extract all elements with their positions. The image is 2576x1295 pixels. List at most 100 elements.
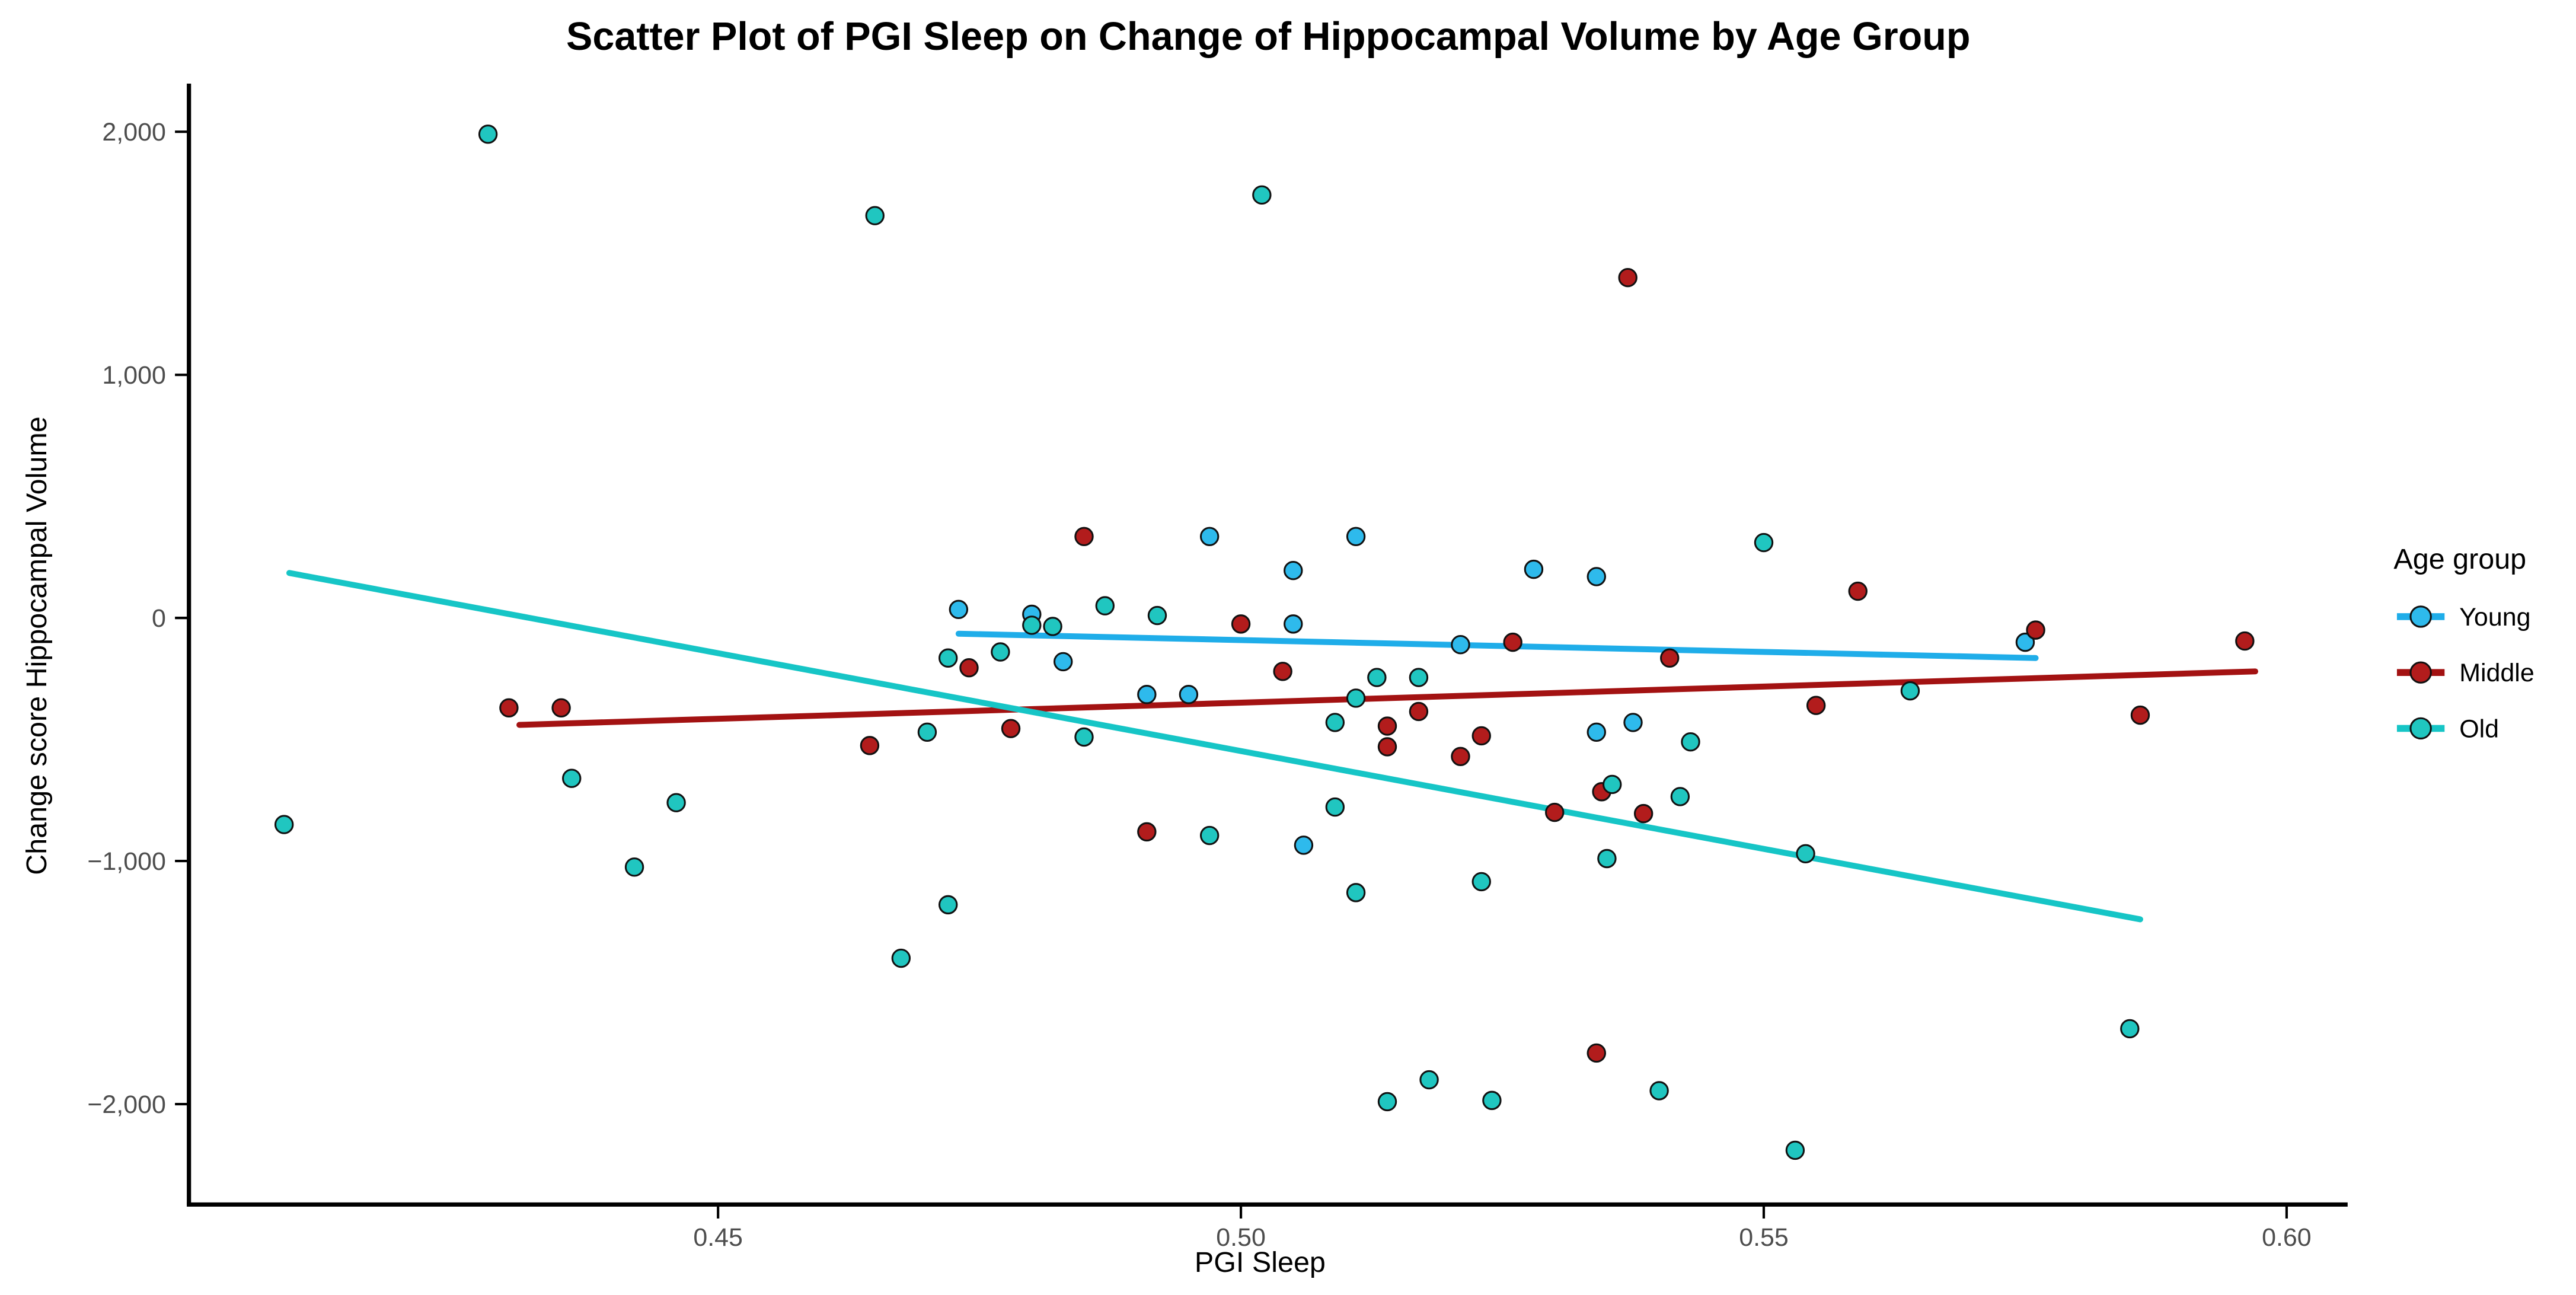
data-point-middle [1001, 719, 1021, 738]
data-point-old [1471, 872, 1491, 892]
x-axis-label: PGI Sleep [1195, 1246, 1326, 1278]
data-point-old [1367, 668, 1387, 687]
y-axis-label: Change score Hippocampal Volume [21, 416, 53, 875]
data-point-old [1022, 615, 1042, 635]
data-point-old [1419, 1070, 1439, 1090]
data-point-young [1179, 685, 1199, 704]
legend-item-label: Middle [2459, 659, 2534, 687]
x-tick-label: 0.60 [2262, 1223, 2312, 1252]
data-point-old [1409, 668, 1429, 687]
data-point-middle [1231, 614, 1251, 634]
data-point-middle [1545, 802, 1565, 822]
data-point-young [1587, 567, 1606, 586]
data-point-old [1377, 1092, 1397, 1112]
data-point-middle [1074, 527, 1094, 547]
data-point-old [1074, 727, 1094, 747]
data-point-middle [1806, 696, 1826, 715]
data-point-old [1785, 1140, 1805, 1160]
data-point-middle [1137, 822, 1157, 842]
legend-key-point-old [2409, 717, 2432, 740]
data-point-middle [1409, 701, 1429, 722]
data-point-old [1900, 681, 1920, 701]
data-point-middle [1273, 662, 1292, 681]
data-point-old [1597, 849, 1617, 869]
data-point-middle [2130, 705, 2150, 725]
data-point-middle [1587, 1043, 1606, 1063]
data-point-old [865, 206, 885, 225]
data-point-old [1325, 797, 1345, 817]
trend-line-middle [516, 668, 2258, 728]
data-point-old [1681, 732, 1700, 752]
data-point-old [1346, 688, 1366, 708]
x-tick-label: 0.50 [1216, 1223, 1266, 1252]
data-point-young [1346, 527, 1366, 547]
legend-item-middle: Middle [2396, 659, 2534, 687]
data-point-middle [499, 698, 519, 718]
data-point-young [1199, 527, 1220, 547]
data-point-young [1587, 722, 1606, 742]
data-point-middle [1451, 747, 1470, 767]
data-point-old [1754, 532, 1774, 553]
data-point-middle [1618, 267, 1637, 288]
legend-title: Age group [2393, 543, 2526, 575]
data-point-old [991, 642, 1010, 662]
trend-line-young [955, 630, 2039, 661]
data-point-young [1451, 635, 1470, 655]
data-point-middle [860, 736, 880, 755]
y-tick-label: 2,000 [102, 118, 165, 146]
data-point-old [666, 793, 686, 812]
data-point-old [1603, 774, 1622, 795]
trend-line-old [286, 570, 2143, 923]
data-point-old [1482, 1090, 1502, 1111]
data-point-old [1649, 1081, 1669, 1101]
data-point-old [1147, 605, 1167, 626]
data-point-young [1623, 713, 1643, 732]
data-point-middle [551, 698, 571, 718]
legend-item-label: Young [2459, 603, 2530, 631]
data-point-old [1346, 883, 1366, 902]
legend-item-label: Old [2459, 715, 2499, 743]
data-point-middle [1377, 737, 1397, 757]
data-point-young [1284, 560, 1303, 580]
data-point-middle [1848, 581, 1868, 601]
data-point-young [1054, 652, 1073, 672]
legend-key-point-middle [2409, 661, 2432, 684]
chart-title: Scatter Plot of PGI Sleep on Change of H… [566, 15, 1970, 59]
data-point-middle [2026, 620, 2045, 640]
data-point-middle [2235, 631, 2255, 651]
data-point-young [1294, 835, 1314, 855]
data-point-young [1284, 614, 1303, 634]
data-point-middle [959, 658, 979, 678]
legend: Age group Young Middle Old [2393, 543, 2534, 743]
data-point-middle [1503, 632, 1522, 652]
data-point-old [938, 895, 958, 915]
x-tick-label: 0.45 [693, 1223, 743, 1252]
data-point-old [1325, 713, 1345, 732]
data-point-young [2015, 632, 2035, 652]
y-tick-label: 1,000 [102, 361, 165, 390]
data-point-middle [1660, 648, 1680, 668]
data-point-young [949, 599, 969, 619]
data-point-old [478, 125, 498, 144]
data-point-middle [1633, 803, 1654, 824]
data-point-old [891, 948, 911, 968]
data-point-old [274, 815, 294, 834]
data-point-old [1095, 596, 1115, 615]
y-tick-label: −2,000 [87, 1090, 166, 1119]
data-point-young [1137, 685, 1157, 704]
data-point-old [1043, 617, 1062, 636]
data-point-old [1796, 844, 1815, 863]
data-point-old [1670, 787, 1690, 806]
data-point-old [917, 722, 937, 742]
data-point-old [1199, 825, 1220, 846]
data-point-old [1252, 185, 1272, 205]
legend-key-point-young [2409, 605, 2432, 628]
x-tick-label: 0.55 [1739, 1223, 1789, 1252]
data-point-old [938, 648, 958, 668]
data-point-young [1524, 559, 1544, 579]
data-point-old [624, 857, 644, 877]
data-point-middle [1377, 716, 1397, 736]
data-point-old [2120, 1019, 2140, 1039]
